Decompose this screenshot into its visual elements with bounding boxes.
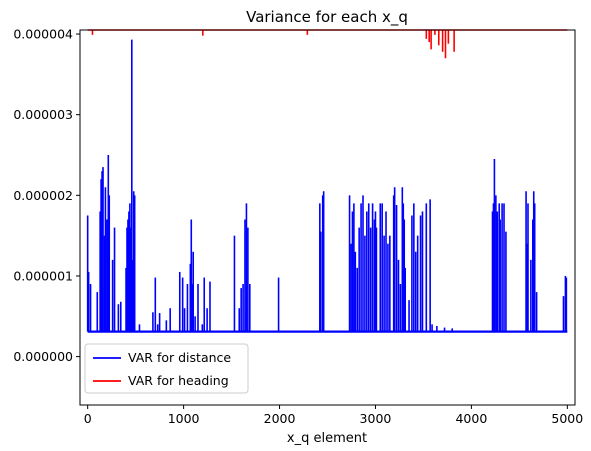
y-tick-label: 0.000003 [13,107,73,122]
x-tick-label: 1000 [168,411,200,426]
y-tick-label: 0.000001 [13,268,73,283]
legend-label-heading: VAR for heading [128,373,229,388]
plot-frame [79,29,576,406]
y-tick-label: 0.000004 [13,27,73,42]
x-tick-label: 2000 [264,411,296,426]
chart-title: Variance for each x_q [246,8,408,27]
x-tick-label: 5000 [551,411,583,426]
legend: VAR for distance VAR for heading [84,343,249,394]
y-axis: 0.000000 0.000001 0.000002 0.000003 0.000004 [13,27,80,364]
x-tick-label: 0 [84,411,92,426]
legend-label-distance: VAR for distance [128,350,231,365]
y-tick-label: 0.000000 [13,349,73,364]
x-axis: 0 1000 2000 3000 4000 5000 [84,405,583,426]
x-tick-label: 4000 [455,411,487,426]
series-distance [86,39,568,333]
y-tick-label: 0.000002 [13,188,73,203]
x-tick-label: 3000 [360,411,392,426]
legend-box [84,343,249,394]
x-axis-label: x_q element [287,431,367,446]
